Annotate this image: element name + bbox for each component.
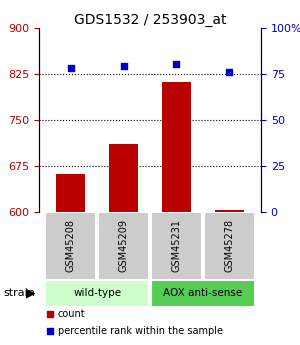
Bar — [98, 212, 149, 280]
Text: GSM45278: GSM45278 — [224, 219, 234, 273]
Text: count: count — [58, 308, 85, 318]
Bar — [162, 82, 191, 212]
Text: ▶: ▶ — [26, 287, 35, 300]
Text: AOX anti-sense: AOX anti-sense — [163, 288, 242, 298]
Point — [227, 69, 232, 75]
Bar — [151, 212, 202, 280]
Bar — [109, 144, 138, 212]
Point — [48, 328, 52, 334]
Point — [68, 66, 73, 71]
Point — [121, 63, 126, 69]
Point — [48, 311, 52, 316]
Bar — [151, 280, 255, 307]
Bar — [45, 280, 149, 307]
Text: strain: strain — [3, 288, 35, 298]
Bar — [204, 212, 255, 280]
Bar — [215, 210, 244, 212]
Text: GSM45208: GSM45208 — [66, 219, 76, 273]
Text: GSM45209: GSM45209 — [118, 219, 129, 273]
Bar — [45, 212, 96, 280]
Title: GDS1532 / 253903_at: GDS1532 / 253903_at — [74, 12, 226, 27]
Text: wild-type: wild-type — [73, 288, 121, 298]
Point — [174, 62, 179, 67]
Text: percentile rank within the sample: percentile rank within the sample — [58, 326, 223, 336]
Text: GSM45231: GSM45231 — [171, 219, 182, 273]
Bar — [56, 174, 85, 212]
